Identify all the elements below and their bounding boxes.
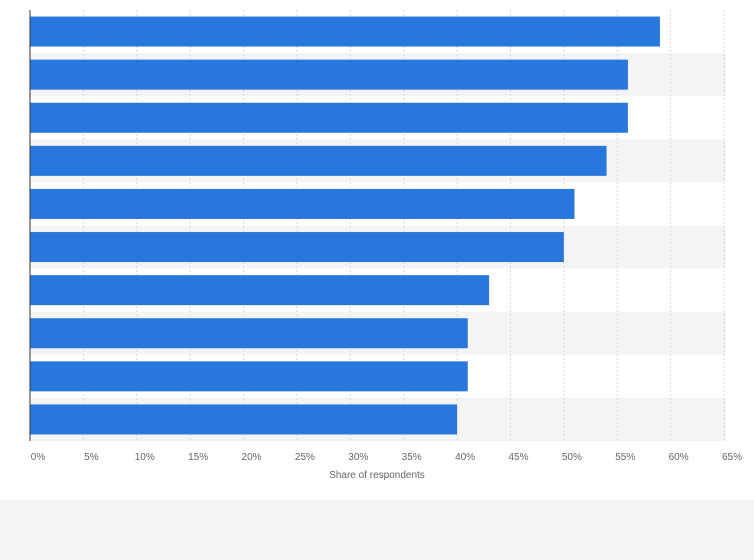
bar-chart: 0% 5% 10% 15% 20% 25% 30% 35% 40% 45% 50% 55% 60% 65%…	[29, 10, 742, 481]
bar	[30, 145, 607, 176]
x-tick-label: 35%	[402, 452, 422, 463]
x-tick-label: 40%	[455, 452, 475, 463]
bar	[30, 16, 660, 47]
x-tick-label: 10%	[135, 452, 155, 463]
x-tick-label: 20%	[242, 452, 262, 463]
bars	[30, 16, 660, 435]
chart-area: 0% 5% 10% 15% 20% 25% 30% 35% 40% 45% 50% 55% 60% 65%…	[0, 0, 754, 500]
x-tick-label: 65%	[722, 452, 742, 463]
x-tick-label: 25%	[295, 452, 315, 463]
bar	[30, 188, 575, 219]
bar	[30, 318, 468, 349]
x-tick-label: 5%	[84, 452, 99, 463]
x-tick-label: 0%	[31, 452, 46, 463]
bar	[30, 59, 628, 90]
x-tick-label: 60%	[669, 452, 689, 463]
bar	[30, 404, 458, 435]
bar	[30, 102, 628, 133]
bar	[30, 361, 468, 392]
x-tick-labels: 0% 5% 10% 15% 20% 25% 30% 35% 40% 45% 50% 55% 60% 65%	[31, 452, 742, 463]
x-tick-label: 30%	[348, 452, 368, 463]
x-tick-label: 55%	[615, 452, 635, 463]
footer-strip	[0, 500, 754, 560]
bar	[30, 275, 490, 306]
bar	[30, 232, 564, 263]
x-tick-label: 45%	[508, 452, 528, 463]
x-tick-label: 15%	[188, 452, 208, 463]
x-axis-title: Share of respondents	[329, 470, 425, 481]
x-tick-label: 50%	[562, 452, 582, 463]
